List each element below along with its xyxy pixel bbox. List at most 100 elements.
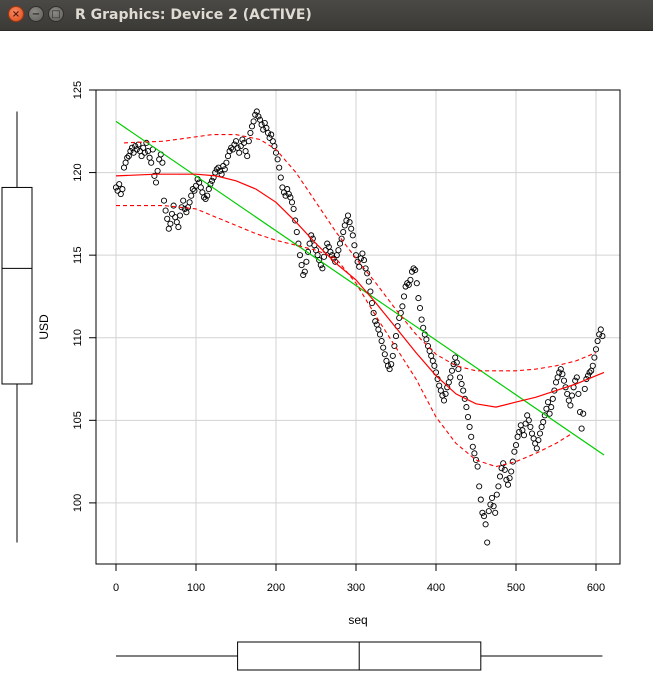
data-point bbox=[477, 496, 484, 503]
y-axis-label: USD bbox=[37, 314, 51, 340]
data-point bbox=[276, 164, 283, 171]
data-point bbox=[516, 428, 523, 435]
data-point bbox=[162, 207, 169, 214]
data-point bbox=[495, 483, 502, 490]
axes: 0 100 200 300 400 500 600 100 105 110 115 120 125 bbox=[72, 81, 605, 594]
data-point bbox=[565, 397, 572, 404]
data-point bbox=[231, 141, 238, 148]
data-point bbox=[404, 280, 411, 287]
data-point bbox=[485, 508, 492, 515]
data-point bbox=[492, 509, 499, 516]
data-point bbox=[204, 192, 211, 199]
data-point bbox=[338, 235, 345, 242]
data-point bbox=[197, 184, 204, 191]
data-point bbox=[532, 440, 539, 447]
data-point bbox=[527, 423, 534, 430]
data-point bbox=[581, 385, 588, 392]
data-point bbox=[119, 186, 126, 193]
data-point bbox=[341, 222, 348, 229]
data-point bbox=[220, 162, 227, 170]
close-button[interactable]: × bbox=[8, 6, 24, 22]
data-point bbox=[525, 417, 532, 424]
data-point bbox=[469, 443, 476, 450]
data-point bbox=[540, 418, 547, 426]
data-point bbox=[512, 442, 520, 449]
data-point bbox=[208, 177, 216, 184]
data-point bbox=[296, 252, 304, 259]
data-point bbox=[407, 276, 414, 283]
data-point bbox=[327, 248, 334, 255]
data-point bbox=[148, 159, 155, 166]
y-tick-label: 100 bbox=[72, 494, 84, 512]
data-point bbox=[560, 377, 568, 384]
data-point bbox=[546, 410, 553, 417]
data-point bbox=[189, 186, 196, 193]
data-point bbox=[303, 258, 310, 265]
data-point bbox=[476, 483, 483, 490]
data-point bbox=[391, 342, 398, 350]
data-point bbox=[500, 460, 507, 467]
data-point bbox=[458, 380, 465, 388]
data-point bbox=[504, 481, 512, 488]
data-point bbox=[466, 423, 473, 430]
data-point bbox=[415, 295, 422, 302]
data-point bbox=[549, 395, 556, 402]
data-point bbox=[506, 475, 513, 482]
data-point bbox=[348, 225, 355, 232]
data-point bbox=[372, 318, 379, 325]
data-point bbox=[370, 309, 377, 317]
data-point bbox=[423, 336, 430, 343]
data-point bbox=[479, 509, 486, 516]
data-point bbox=[176, 212, 184, 219]
data-point bbox=[228, 144, 235, 151]
data-point bbox=[356, 263, 363, 270]
data-point bbox=[554, 374, 561, 381]
data-point bbox=[138, 153, 145, 160]
data-point bbox=[205, 186, 212, 193]
maximize-icon: □ bbox=[51, 9, 61, 20]
data-point bbox=[488, 494, 496, 501]
data-point bbox=[392, 333, 400, 340]
data-point bbox=[156, 156, 163, 163]
data-point bbox=[120, 164, 128, 171]
data-point bbox=[573, 374, 580, 381]
data-point bbox=[245, 138, 252, 145]
data-point bbox=[346, 219, 353, 226]
data-point bbox=[428, 352, 435, 359]
data-point bbox=[509, 458, 516, 465]
data-point bbox=[252, 111, 259, 118]
data-point bbox=[592, 346, 600, 353]
maximize-button[interactable]: □ bbox=[48, 6, 64, 22]
data-point bbox=[572, 377, 579, 384]
y-tick-label: 125 bbox=[72, 81, 84, 99]
data-point bbox=[288, 199, 296, 206]
data-point bbox=[508, 468, 515, 475]
data-point bbox=[160, 197, 168, 204]
minimize-button[interactable]: − bbox=[28, 6, 44, 22]
data-point bbox=[460, 387, 467, 394]
data-point bbox=[309, 235, 316, 242]
y-tick-label: 120 bbox=[72, 163, 84, 181]
data-point bbox=[528, 430, 536, 437]
data-point bbox=[580, 410, 587, 417]
data-point bbox=[562, 384, 569, 391]
data-point bbox=[274, 156, 281, 163]
data-point bbox=[535, 437, 542, 444]
x-tick-label: 400 bbox=[427, 582, 445, 594]
data-point bbox=[349, 232, 356, 239]
data-point bbox=[383, 357, 390, 364]
data-point bbox=[351, 242, 358, 249]
data-point bbox=[359, 250, 366, 257]
data-point bbox=[589, 362, 596, 369]
data-point bbox=[567, 402, 574, 409]
data-point bbox=[501, 466, 508, 473]
window-titlebar[interactable]: × − □ R Graphics: Device 2 (ACTIVE) bbox=[0, 0, 653, 31]
data-point bbox=[368, 300, 376, 307]
data-point bbox=[456, 374, 464, 381]
loess-lower-band bbox=[116, 205, 573, 468]
data-point bbox=[536, 430, 544, 437]
data-point bbox=[402, 283, 409, 290]
data-point bbox=[376, 331, 384, 338]
data-point bbox=[445, 379, 452, 386]
x-tick-label: 0 bbox=[113, 582, 119, 594]
